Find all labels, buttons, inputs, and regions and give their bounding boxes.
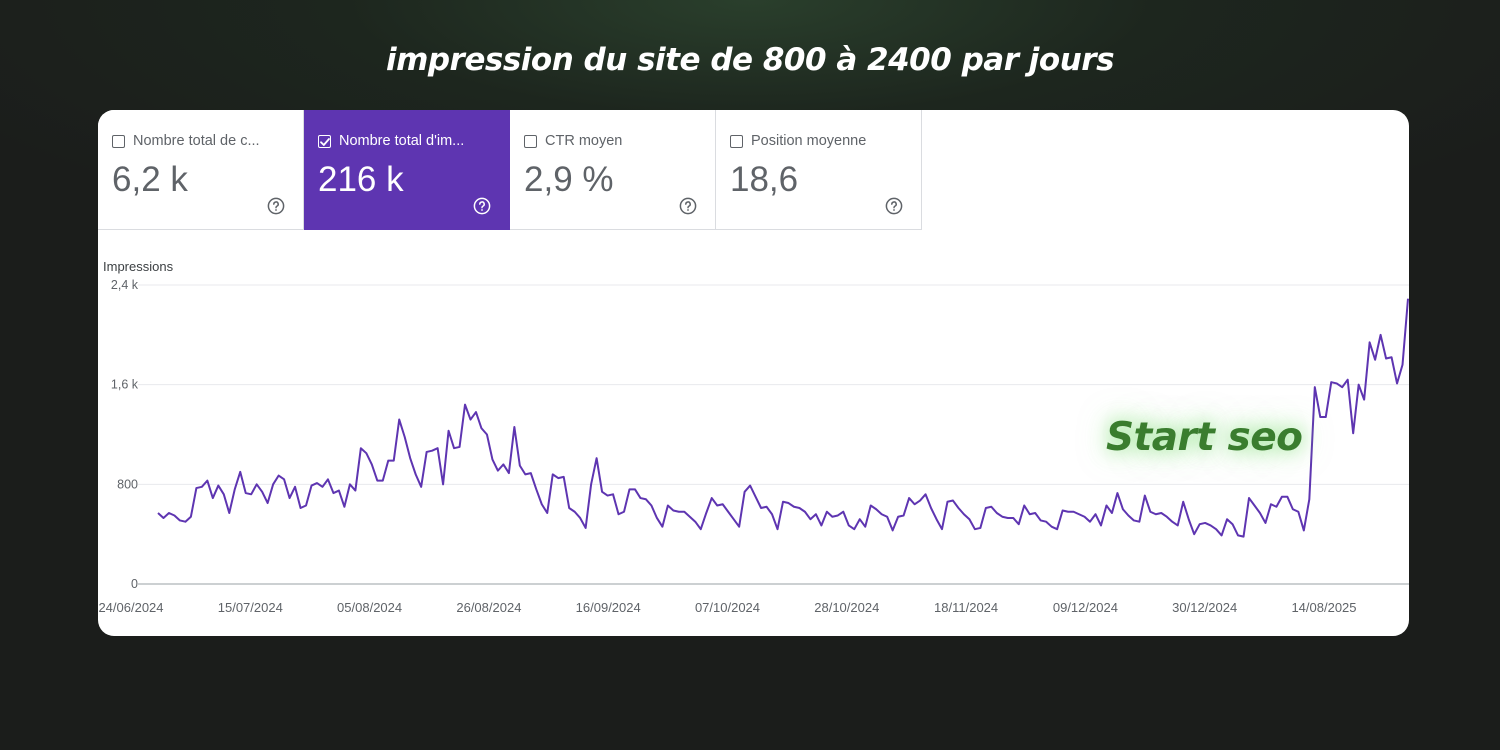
x-tick-label: 18/11/2024 (934, 600, 998, 615)
start-seo-annotation: Start seo (1106, 415, 1303, 460)
performance-card: Nombre total de c... 6,2 k Nombre total … (98, 110, 1409, 636)
help-icon[interactable] (885, 197, 903, 215)
impressions-chart: Impressions 0 800 1,6 k 2,4 k 24/06/2024 15/… (98, 259, 1409, 615)
help-icon[interactable] (267, 197, 285, 215)
x-tick-label: 30/12/2024 (1172, 600, 1237, 615)
checkbox-position[interactable] (730, 135, 743, 148)
tab-ctr[interactable]: CTR moyen 2,9 % (510, 110, 716, 230)
check-icon (320, 138, 330, 146)
tab-total-impressions[interactable]: Nombre total d'im... 216 k (304, 110, 510, 230)
x-tick-label: 05/08/2024 (337, 600, 402, 615)
tab-value: 216 k (318, 160, 404, 199)
tab-position[interactable]: Position moyenne 18,6 (716, 110, 922, 230)
y-tick-label: 2,4 k (111, 278, 139, 292)
checkbox-total-impressions[interactable] (318, 135, 331, 148)
help-icon[interactable] (679, 197, 697, 215)
checkbox-total-clicks[interactable] (112, 135, 125, 148)
metric-tabs: Nombre total de c... 6,2 k Nombre total … (98, 110, 922, 230)
x-tick-label: 16/09/2024 (576, 600, 641, 615)
y-tick-label: 1,6 k (111, 378, 139, 392)
y-tick-label: 0 (131, 577, 138, 591)
x-tick-label: 07/10/2024 (695, 600, 760, 615)
tab-value: 18,6 (730, 160, 799, 199)
tab-value: 2,9 % (524, 160, 614, 199)
y-axis-label: Impressions (103, 259, 174, 274)
x-tick-label: 26/08/2024 (456, 600, 521, 615)
x-tick-label: 24/06/2024 (98, 600, 163, 615)
x-tick-label: 15/07/2024 (218, 600, 283, 615)
help-icon[interactable] (473, 197, 491, 215)
y-tick-label: 800 (117, 477, 138, 491)
x-tick-label: 28/10/2024 (814, 600, 879, 615)
page-headline: impression du site de 800 à 2400 par jou… (385, 42, 1115, 78)
tab-total-clicks[interactable]: Nombre total de c... 6,2 k (98, 110, 304, 230)
checkbox-ctr[interactable] (524, 135, 537, 148)
x-tick-label: 09/12/2024 (1053, 600, 1118, 615)
x-tick-label: 14/08/2025 (1291, 600, 1356, 615)
impressions-series-line (157, 298, 1409, 538)
tab-value: 6,2 k (112, 160, 188, 199)
